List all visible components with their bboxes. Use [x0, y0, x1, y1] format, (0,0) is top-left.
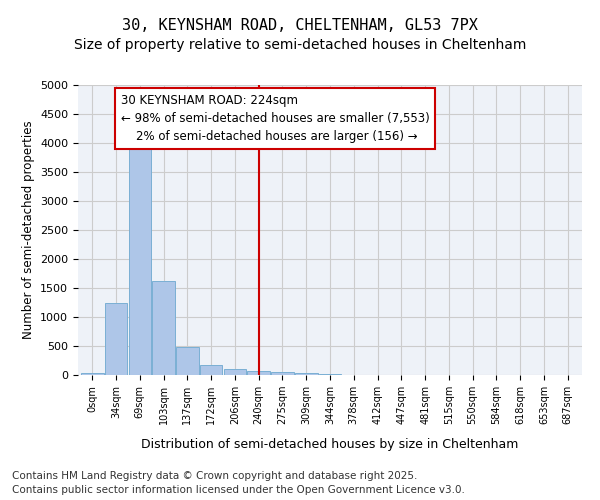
Bar	[295, 374, 317, 375]
Bar	[200, 365, 223, 375]
Text: 30 KEYNSHAM ROAD: 224sqm
← 98% of semi-detached houses are smaller (7,553)
    2: 30 KEYNSHAM ROAD: 224sqm ← 98% of semi-d…	[121, 94, 430, 142]
Text: Size of property relative to semi-detached houses in Cheltenham: Size of property relative to semi-detach…	[74, 38, 526, 52]
Bar	[176, 348, 199, 375]
Bar	[224, 368, 246, 375]
Bar	[81, 374, 104, 375]
Bar	[105, 302, 127, 375]
Text: Contains HM Land Registry data © Crown copyright and database right 2025.: Contains HM Land Registry data © Crown c…	[12, 471, 418, 481]
Bar	[271, 372, 294, 375]
Bar	[128, 140, 151, 375]
Bar	[247, 370, 270, 375]
Bar	[319, 374, 341, 375]
X-axis label: Distribution of semi-detached houses by size in Cheltenham: Distribution of semi-detached houses by …	[142, 438, 518, 451]
Text: 30, KEYNSHAM ROAD, CHELTENHAM, GL53 7PX: 30, KEYNSHAM ROAD, CHELTENHAM, GL53 7PX	[122, 18, 478, 32]
Bar	[152, 281, 175, 375]
Text: Contains public sector information licensed under the Open Government Licence v3: Contains public sector information licen…	[12, 485, 465, 495]
Y-axis label: Number of semi-detached properties: Number of semi-detached properties	[22, 120, 35, 340]
